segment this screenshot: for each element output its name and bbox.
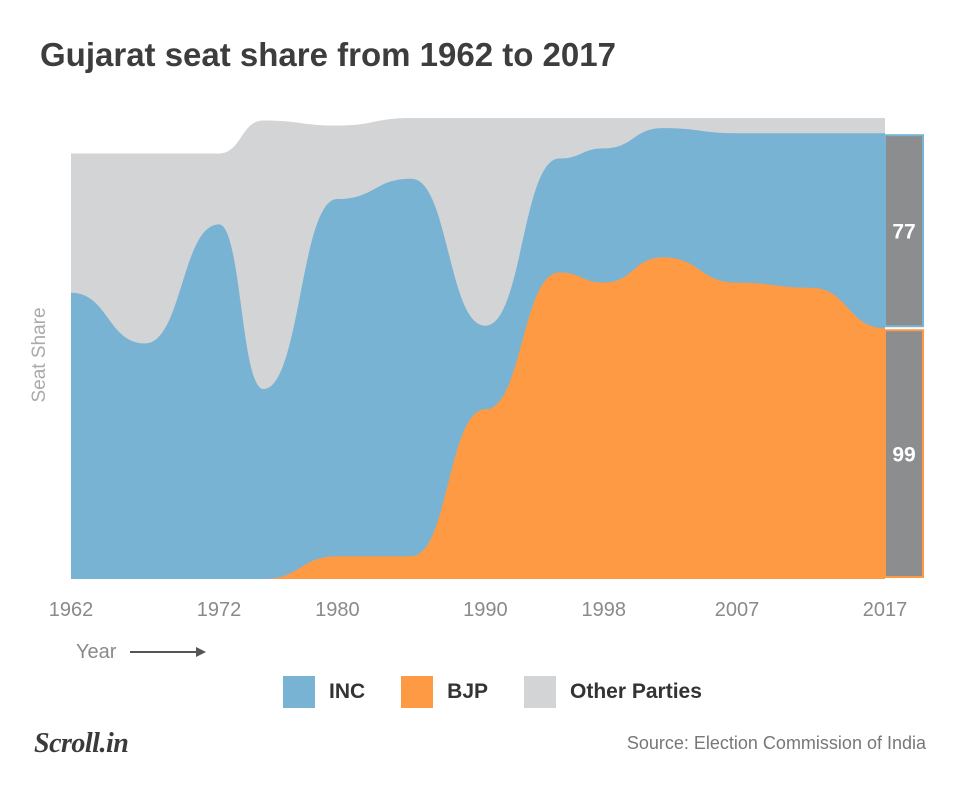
- x-tick-label: 2007: [715, 599, 760, 621]
- end-label-inc: 77: [892, 221, 915, 244]
- x-tick-label: 1972: [197, 599, 242, 621]
- legend-item-bjp: BJP: [401, 676, 488, 708]
- x-tick-label: 1980: [315, 599, 360, 621]
- end-label-bjp: 99: [892, 444, 915, 467]
- legend-swatch-inc: [283, 676, 315, 708]
- x-axis-label: Year: [76, 640, 117, 663]
- x-tick-label: 1962: [49, 599, 94, 621]
- legend-label-inc: INC: [329, 680, 366, 703]
- end-bar-bjp: [884, 329, 924, 578]
- legend-label-other-parties: Other Parties: [570, 680, 702, 703]
- x-axis-label-row: Year: [76, 640, 208, 664]
- source-note: Source: Election Commission of India: [626, 733, 926, 753]
- end-bar-inc: [884, 134, 924, 328]
- chart-title: Gujarat seat share from 1962 to 2017: [40, 36, 616, 73]
- area-bjp: [71, 257, 885, 579]
- x-tick-label: 1998: [582, 599, 627, 621]
- legend-item-other-parties: Other Parties: [524, 676, 702, 708]
- x-tick-label: 2017: [863, 599, 908, 621]
- arrow-right-icon: [130, 647, 207, 657]
- x-tick-label: 1990: [463, 599, 508, 621]
- legend-swatch-other-parties: [524, 676, 557, 708]
- legend-swatch-bjp: [401, 676, 434, 708]
- legend: INC BJP Other Parties: [283, 676, 738, 708]
- legend-item-inc: INC: [283, 676, 365, 708]
- scroll-logo: Scroll.in: [34, 728, 129, 759]
- legend-label-bjp: BJP: [447, 680, 489, 703]
